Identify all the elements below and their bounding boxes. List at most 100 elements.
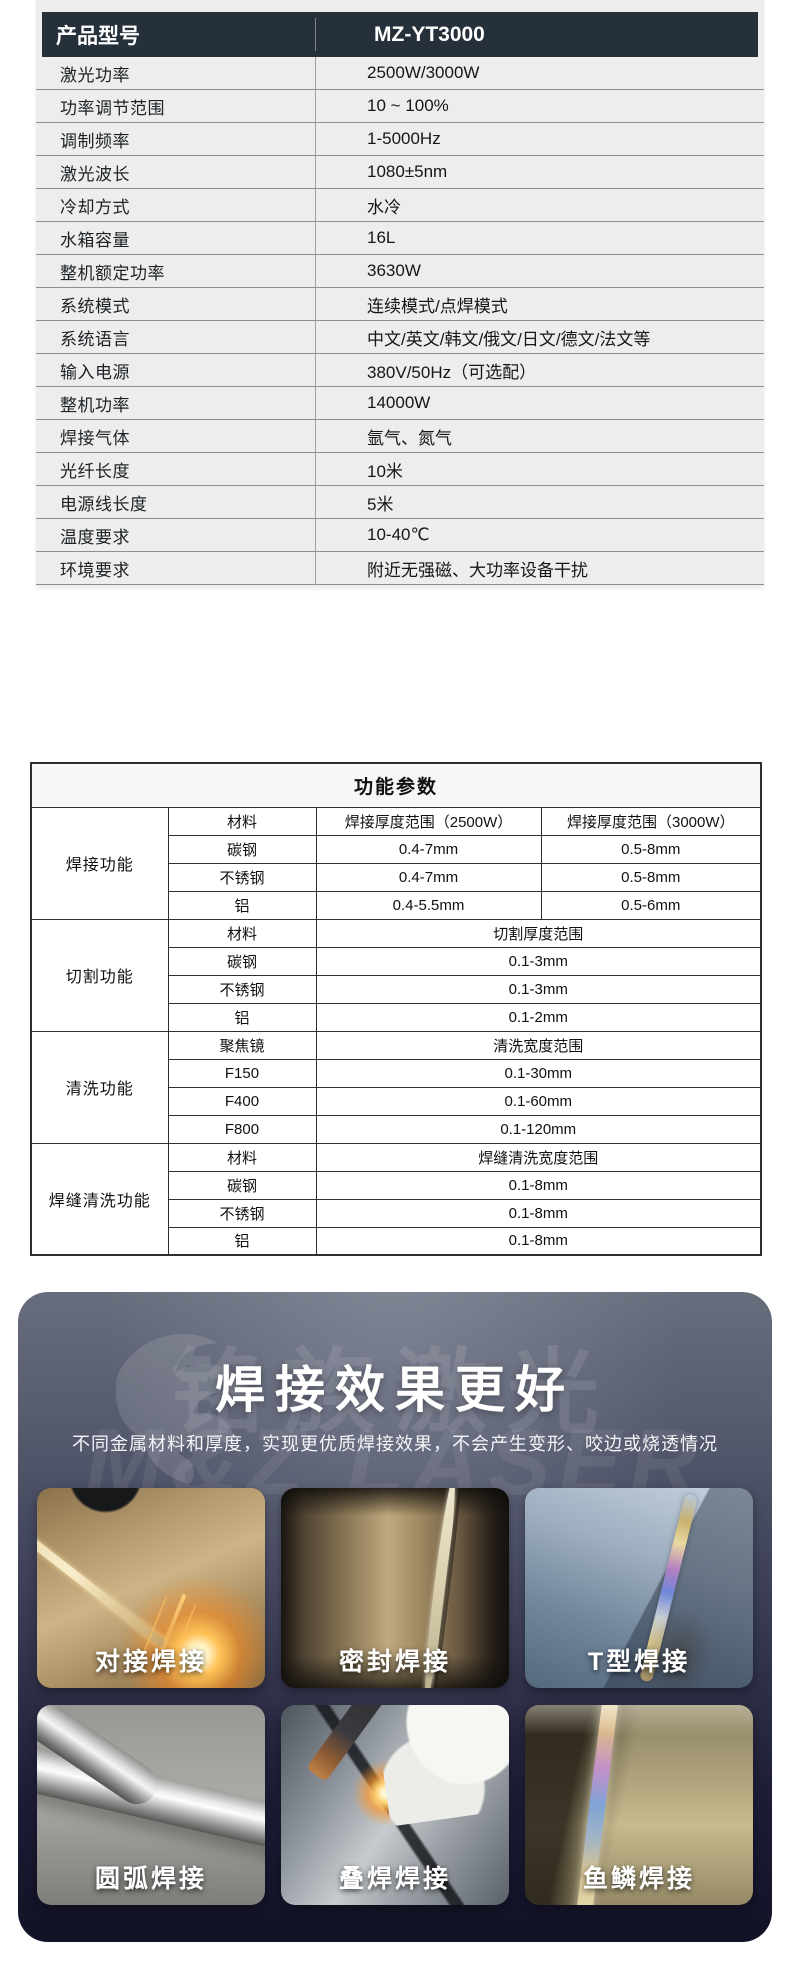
- photo-card-arc-welding: 圆弧焊接: [37, 1705, 265, 1905]
- function-category: 焊缝清洗功能: [30, 1142, 169, 1256]
- function-row: F800 0.1-120mm: [31, 1114, 762, 1144]
- spec-value: 380V/50Hz（可选配）: [367, 362, 537, 382]
- hero-subtitle: 不同金属材料和厚度，实现更优质焊接效果，不会产生变形、咬边或烧透情况: [72, 1434, 718, 1454]
- function-cell: 0.1-60mm: [315, 1086, 762, 1116]
- function-row: 碳钢 0.4-7mm 0.5-8mm: [31, 834, 762, 864]
- spec-row: 水箱容量 16L: [36, 222, 764, 255]
- dragon-watermark-icon: [115, 1334, 253, 1484]
- function-cell: 碳钢: [167, 834, 317, 864]
- function-cell: 0.1-2mm: [315, 1002, 762, 1032]
- photo-card-butt-welding: 对接焊接: [37, 1488, 265, 1688]
- spec-value: 中文/英文/韩文/俄文/日文/德文/法文等: [367, 329, 651, 349]
- photo-card-label: 对接焊接: [94, 1648, 207, 1676]
- function-cell: 0.1-8mm: [315, 1170, 762, 1200]
- spec-row: 电源线长度 5米: [36, 486, 764, 519]
- weld-detail-decoration: [372, 1705, 509, 1827]
- spec-label: 环境要求: [60, 560, 130, 580]
- spec-value: 5米: [367, 494, 394, 514]
- function-cell: 0.1-120mm: [315, 1114, 762, 1144]
- function-cell: 材料: [167, 1142, 317, 1172]
- spec-label: 整机功率: [60, 395, 130, 415]
- function-parameters-section: 功能参数 焊接功能 材料 焊接厚度范围（2500W） 焊接厚度范围（3000W） 碳钢 0…: [30, 762, 763, 1256]
- spec-value: 1-5000Hz: [367, 129, 441, 148]
- spec-header-label: 产品型号: [56, 24, 140, 48]
- function-cell: 铝: [167, 1002, 317, 1032]
- spec-label: 系统语言: [60, 329, 130, 349]
- function-row: 焊接功能 材料 焊接厚度范围（2500W） 焊接厚度范围（3000W）: [30, 806, 762, 920]
- spec-label: 水箱容量: [60, 230, 130, 250]
- spec-label: 电源线长度: [60, 494, 148, 514]
- spec-value: 附近无强磁、大功率设备干扰: [367, 560, 588, 580]
- function-row: 不锈钢 0.1-3mm: [31, 974, 762, 1004]
- spec-row: 激光波长 1080±5nm: [36, 156, 764, 189]
- function-cell: 碳钢: [167, 1170, 317, 1200]
- spec-value: 10-40℃: [367, 525, 430, 544]
- function-cell: 清洗宽度范围: [315, 1030, 762, 1060]
- spec-label: 功率调节范围: [60, 98, 165, 118]
- function-cell: 铝: [167, 890, 317, 920]
- spec-label: 光纤长度: [60, 461, 130, 481]
- product-model: MZ-YT3000: [374, 22, 485, 46]
- photo-card-label: T型焊接: [587, 1648, 691, 1676]
- function-cell: 0.1-30mm: [315, 1058, 762, 1088]
- function-table-title-row: 功能参数: [30, 762, 762, 808]
- function-row: 不锈钢 0.4-7mm 0.5-8mm: [31, 862, 762, 892]
- function-row: 铝 0.1-2mm: [31, 1002, 762, 1032]
- welding-cards-grid: 对接焊接 密封焊接 T型焊接圆弧焊接 叠焊焊接 鱼鳞焊接: [37, 1488, 753, 1905]
- spec-row: 系统语言 中文/英文/韩文/俄文/日文/德文/法文等: [36, 321, 764, 354]
- spec-value: 10 ~ 100%: [367, 96, 449, 115]
- function-row: 碳钢 0.1-3mm: [31, 946, 762, 976]
- function-cell: 碳钢: [167, 946, 317, 976]
- function-cell: 切割厚度范围: [315, 918, 762, 948]
- photo-card-label: 叠焊焊接: [338, 1865, 451, 1893]
- spec-row: 温度要求 10-40℃: [36, 519, 764, 552]
- welding-effect-panel: 铭族激光 M&Z LASER 焊接效果更好 不同金属材料和厚度，实现更优质焊接效…: [18, 1292, 772, 1942]
- spec-table-header: 产品型号 MZ-YT3000: [42, 12, 758, 57]
- spec-row: 整机额定功率 3630W: [36, 255, 764, 288]
- function-parameters-table: 功能参数 焊接功能 材料 焊接厚度范围（2500W） 焊接厚度范围（3000W） 碳钢 0…: [30, 762, 763, 1256]
- function-cell: 0.1-8mm: [315, 1198, 762, 1228]
- function-cell: 0.5-8mm: [540, 862, 762, 892]
- function-cell: F800: [167, 1114, 317, 1144]
- spec-value: 连续模式/点焊模式: [367, 296, 508, 316]
- function-cell: 焊接厚度范围（2500W）: [315, 806, 542, 836]
- function-cell: 焊接厚度范围（3000W）: [540, 806, 762, 836]
- spec-value: 16L: [367, 228, 396, 247]
- function-category: 焊接功能: [30, 806, 169, 920]
- spec-row: 功率调节范围 10 ~ 100%: [36, 90, 764, 123]
- spec-label: 调制频率: [60, 131, 130, 151]
- spec-rows: 激光功率 2500W/3000W 功率调节范围 10 ~ 100% 调制频率 1-5000…: [36, 57, 764, 585]
- function-row: 铝 0.4-5.5mm 0.5-6mm: [31, 890, 762, 920]
- photo-card-fishscale-welding: 鱼鳞焊接: [525, 1705, 753, 1905]
- function-cell: 铝: [167, 1226, 317, 1256]
- spec-row: 调制频率 1-5000Hz: [36, 123, 764, 156]
- function-row: F150 0.1-30mm: [31, 1058, 762, 1088]
- spec-row: 系统模式 连续模式/点焊模式: [36, 288, 764, 321]
- spec-label: 激光功率: [60, 65, 130, 85]
- weld-detail-decoration: [525, 1705, 753, 1735]
- function-cell: 0.1-8mm: [315, 1226, 762, 1256]
- hero-title: 焊接效果更好: [215, 1362, 575, 1418]
- function-cell: 不锈钢: [167, 862, 317, 892]
- spec-row: 冷却方式 水冷: [36, 189, 764, 222]
- function-row: 清洗功能 聚焦镜 清洗宽度范围: [30, 1030, 762, 1144]
- spec-label: 整机额定功率: [60, 263, 165, 283]
- function-table-body: 功能参数 焊接功能 材料 焊接厚度范围（2500W） 焊接厚度范围（3000W） 碳钢 0…: [30, 762, 762, 1256]
- photo-card-seal-welding: 密封焊接: [281, 1488, 509, 1688]
- spec-value: 2500W/3000W: [367, 63, 480, 82]
- function-cell: F400: [167, 1086, 317, 1116]
- spec-label: 冷却方式: [60, 197, 130, 217]
- spec-row: 光纤长度 10米: [36, 453, 764, 486]
- spec-value: 氩气、氮气: [367, 428, 452, 448]
- function-category: 切割功能: [30, 918, 169, 1032]
- photo-card-t-type-welding: T型焊接: [525, 1488, 753, 1688]
- function-cell: 0.5-8mm: [540, 834, 762, 864]
- spec-label: 系统模式: [60, 296, 130, 316]
- spec-label: 焊接气体: [60, 428, 130, 448]
- function-cell: 0.5-6mm: [540, 890, 762, 920]
- spec-row: 整机功率 14000W: [36, 387, 764, 420]
- function-cell: 材料: [167, 806, 317, 836]
- photo-card-label: 鱼鳞焊接: [582, 1865, 695, 1893]
- function-cell: 0.4-7mm: [315, 834, 542, 864]
